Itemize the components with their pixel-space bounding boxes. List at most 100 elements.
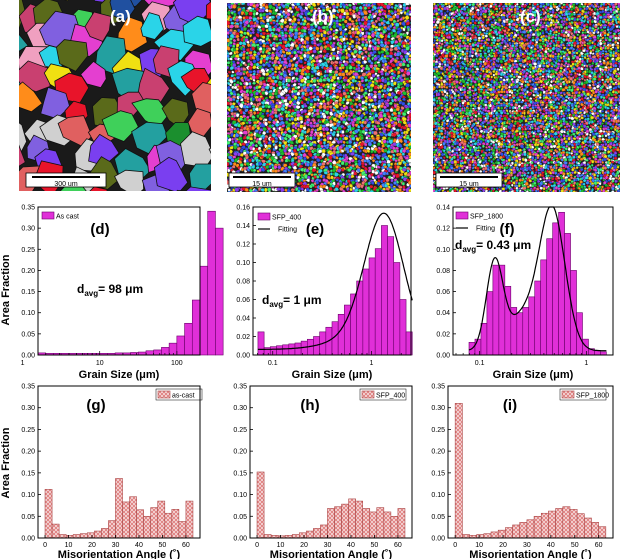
plot-frame [452, 206, 614, 356]
bar [552, 222, 559, 356]
y-tick-label: 0.15 [431, 470, 445, 477]
y-tick-label: 0.10 [436, 247, 450, 254]
bar [356, 280, 364, 356]
bar [558, 211, 565, 356]
micrograph-c [433, 3, 620, 192]
bar [176, 335, 185, 356]
legend-swatch [455, 211, 469, 220]
x-tick-label: 40 [547, 542, 555, 549]
bar [257, 331, 265, 356]
bar [562, 506, 571, 539]
x-axis-label: Grain Size (μm) [292, 369, 373, 381]
y-tick-label: 0.15 [233, 470, 247, 477]
y-tick-label: 0.16 [236, 205, 250, 212]
bar [454, 403, 463, 539]
y-tick-label: 0.20 [233, 449, 247, 456]
legend-swatch [41, 211, 55, 220]
bar [383, 511, 392, 539]
bar [393, 262, 401, 356]
bar [598, 526, 607, 539]
bar [150, 507, 159, 539]
bar [291, 534, 300, 539]
bar [516, 312, 524, 356]
y-axis-label-bottom: Area Fraction [0, 427, 12, 498]
bar [306, 530, 314, 539]
y-tick-label: 0.30 [21, 405, 35, 412]
x-tick-label: 50 [371, 542, 379, 549]
chart-i: 0.00 0.05 0.10 0.15 0.20 0.25 0.30 0.35 0 10 20 30 4… [431, 384, 614, 559]
bar [269, 346, 277, 356]
y-tick-label: 0.00 [431, 536, 445, 543]
y-tick-label: 0.30 [233, 405, 247, 412]
bar [368, 257, 376, 356]
bar [387, 236, 395, 356]
bar [369, 511, 378, 539]
panel-letter-b: (b) [312, 7, 334, 26]
x-tick-label: 0.1 [268, 360, 278, 367]
y-tick-label: 0.20 [21, 268, 35, 275]
bar [476, 534, 485, 539]
x-tick-label: 1 [584, 360, 588, 367]
legend-label: As cast [56, 214, 79, 221]
bar [215, 227, 224, 356]
chart-e: 0.00 0.02 0.04 0.06 0.08 0.10 0.12 0.14 0.16 0.1 1… [236, 205, 413, 381]
y-tick-label: 0.06 [236, 297, 250, 304]
y-tick-label: 0.00 [21, 536, 35, 543]
panel-letter-a: (a) [110, 7, 131, 26]
scale-bar-c: 15 um [435, 172, 503, 188]
y-tick-label: 0.14 [436, 205, 450, 212]
x-tick-label: 10 [475, 542, 483, 549]
bar [576, 312, 583, 356]
y-tick-label: 0.20 [21, 449, 35, 456]
bar [87, 532, 95, 539]
bar [161, 347, 170, 356]
y-tick-label: 0.30 [21, 226, 35, 233]
x-tick-label: 10 [96, 360, 104, 367]
x-tick-label: 0 [255, 542, 259, 549]
y-tick-label: 0.12 [236, 242, 250, 249]
bar [129, 496, 137, 539]
y-tick-label: 0.25 [233, 427, 247, 434]
legend-label: SFP_400 [376, 393, 405, 400]
y-tick-label: 0.00 [236, 353, 250, 360]
bar [294, 342, 302, 356]
y-tick-label: 0.05 [21, 331, 35, 338]
chart-h: 0.00 0.05 0.10 0.15 0.20 0.25 0.30 0.35 0 10 20 30 4… [233, 384, 413, 559]
panel-letter: (h) [300, 397, 319, 414]
chart-d: 0.00 0.05 0.10 0.15 0.20 0.25 0.30 0.35 1 10 100 Gr… [21, 205, 224, 381]
legend-swatch [257, 212, 271, 221]
legend-swatch [157, 390, 171, 399]
x-axis-label: Misorientation Angle (˚) [58, 549, 181, 559]
y-tick-label: 0.35 [21, 384, 35, 391]
bar [376, 507, 385, 539]
bar [540, 259, 547, 356]
y-tick-label: 0.00 [233, 536, 247, 543]
bar [390, 515, 399, 539]
bar [143, 515, 151, 539]
x-tick-label: 20 [88, 542, 96, 549]
bar [505, 527, 513, 539]
x-tick-label: 0 [453, 542, 457, 549]
bar [58, 534, 67, 539]
bar [555, 508, 564, 539]
bar [145, 350, 155, 356]
bar [178, 521, 187, 539]
bar [546, 238, 553, 356]
bar [462, 534, 470, 539]
bar [528, 296, 535, 356]
bar [569, 509, 578, 539]
legend-fit-label: Fitting [278, 227, 297, 234]
bar [480, 322, 488, 356]
scale-bar-b: 15 um [228, 172, 296, 188]
x-tick-label: 30 [324, 542, 332, 549]
panel-letter: (g) [86, 397, 105, 414]
plot-frame [37, 385, 201, 539]
bar [108, 520, 116, 539]
panel-letter-c: (c) [520, 7, 541, 26]
y-tick-label: 0.10 [236, 260, 250, 267]
bar [341, 503, 349, 539]
bar [164, 512, 173, 539]
x-tick-label: 40 [347, 542, 355, 549]
x-tick-label: 10 [65, 542, 73, 549]
y-tick-label: 0.14 [236, 223, 250, 230]
